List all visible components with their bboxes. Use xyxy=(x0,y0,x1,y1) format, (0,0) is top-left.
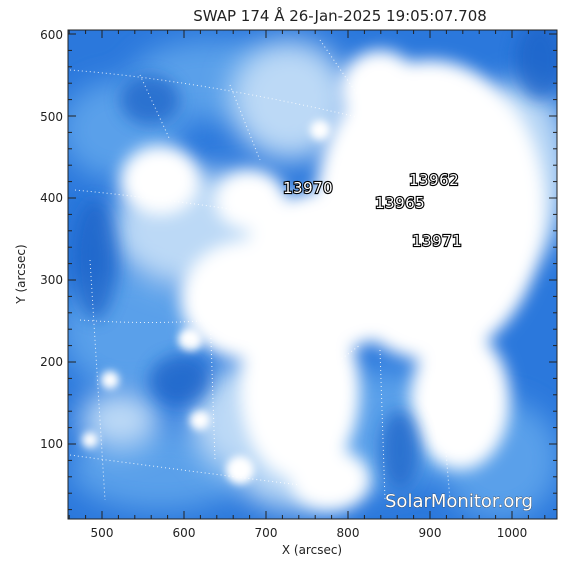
x-tick-label: 800 xyxy=(337,526,360,540)
y-axis-label: Y (arcsec) xyxy=(14,244,28,304)
y-tick-label: 300 xyxy=(40,273,63,287)
plot-frame xyxy=(67,29,558,520)
x-tick-label: 500 xyxy=(91,526,114,540)
region-label-13971: 13971 xyxy=(412,232,462,250)
x-tick-label: 700 xyxy=(255,526,278,540)
x-axis-label: X (arcsec) xyxy=(282,543,342,557)
axis-ticks xyxy=(68,30,557,519)
watermark: SolarMonitor.org xyxy=(385,491,533,512)
x-tick-label: 900 xyxy=(419,526,442,540)
y-tick-label: 600 xyxy=(40,28,63,42)
region-label-13970: 13970 xyxy=(283,179,333,197)
region-label-13965: 13965 xyxy=(375,194,425,212)
y-tick-label: 200 xyxy=(40,355,63,369)
y-tick-label: 400 xyxy=(40,191,63,205)
image-title: SWAP 174 Å 26-Jan-2025 19:05:07.708 xyxy=(193,6,487,25)
euv-image xyxy=(68,30,557,519)
x-tick-label: 1000 xyxy=(497,526,528,540)
x-axis: 500 600 700 800 900 1000 X (arcsec) xyxy=(91,526,528,557)
y-tick-label: 500 xyxy=(40,110,63,124)
active-region-labels: 13970 13962 13965 13971 xyxy=(282,170,463,251)
y-tick-label: 100 xyxy=(40,437,63,451)
y-axis: 100 200 300 400 500 600 Y (arcsec) xyxy=(14,28,63,451)
x-tick-label: 600 xyxy=(173,526,196,540)
region-label-13962: 13962 xyxy=(409,171,459,189)
